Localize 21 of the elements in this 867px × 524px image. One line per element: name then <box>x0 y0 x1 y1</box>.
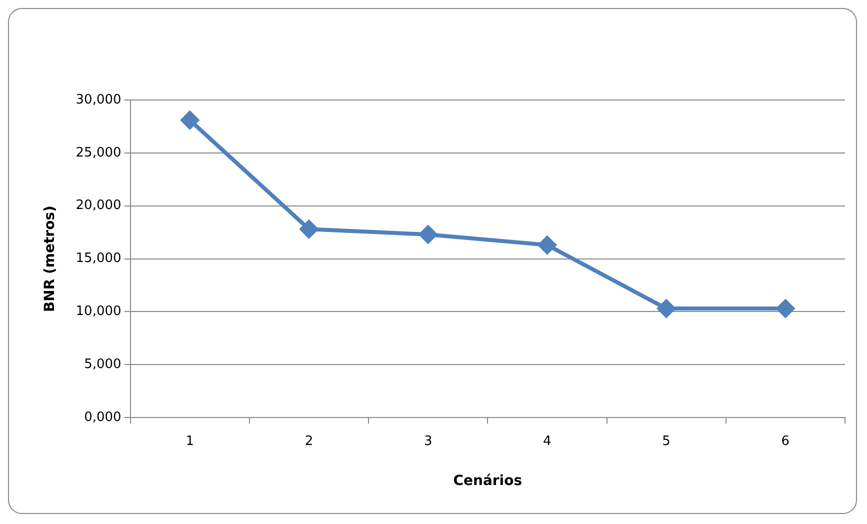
y-tick-label: 15,000 <box>76 251 122 266</box>
y-tick-label: 30,000 <box>76 92 122 108</box>
point <box>776 300 794 318</box>
y-tick-label: 5,000 <box>84 357 122 372</box>
x-axis-title: Cenários <box>453 473 522 490</box>
x-tick-label: 4 <box>543 434 552 449</box>
y-tick-label: 25,000 <box>76 145 122 160</box>
point <box>300 220 318 238</box>
x-tick-label: 2 <box>304 434 314 449</box>
x-tick-label: 3 <box>424 434 432 449</box>
y-tick-label: 10,000 <box>76 304 122 320</box>
x-tick-label: 6 <box>781 434 790 449</box>
point <box>180 111 199 130</box>
point <box>538 236 556 254</box>
y-tick-label: 0,000 <box>84 410 122 425</box>
point <box>419 225 438 244</box>
point <box>657 300 676 318</box>
x-tick-label: 5 <box>662 434 670 449</box>
x-tick-label: 1 <box>186 434 194 449</box>
y-tick-label: 20,000 <box>76 198 122 214</box>
y-axis-title: BNR (metros) <box>42 206 58 312</box>
